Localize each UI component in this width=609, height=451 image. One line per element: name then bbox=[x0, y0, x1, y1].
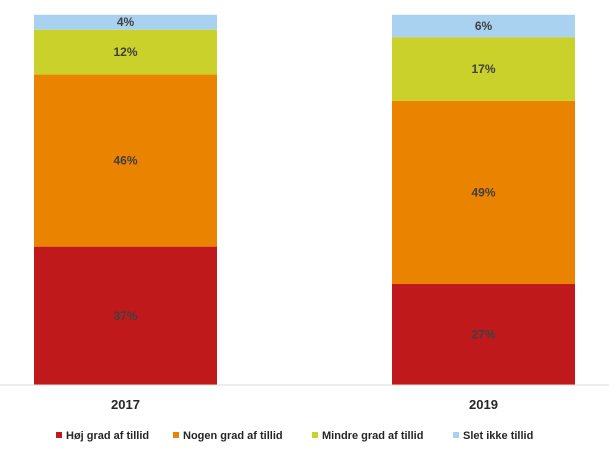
legend-swatch-3 bbox=[312, 432, 318, 438]
data-label-2019-2: 49% bbox=[471, 185, 495, 199]
data-label-2019-1: 27% bbox=[471, 328, 495, 342]
data-label-2017-4: 4% bbox=[117, 15, 135, 29]
legend-swatch-2 bbox=[173, 432, 179, 438]
bar-segment-2019-4 bbox=[392, 14, 575, 38]
bar-segment-2019-2 bbox=[392, 100, 575, 285]
category-labels-group: 2017 2019 bbox=[111, 397, 498, 412]
bar-segment-2017-2 bbox=[34, 74, 217, 247]
bars-group bbox=[34, 14, 575, 385]
bar-segment-2019-1 bbox=[392, 284, 575, 385]
legend-label-1: Høj grad af tillid bbox=[66, 430, 149, 442]
legend-label-2: Nogen grad af tillid bbox=[183, 430, 283, 442]
bar-segment-2017-1 bbox=[34, 246, 217, 385]
bar-segment-2019-3 bbox=[392, 37, 575, 101]
data-label-2017-2: 46% bbox=[113, 154, 137, 168]
data-label-2019-4: 6% bbox=[475, 19, 493, 33]
data-labels-group: 37% 46% 12% 4% 27% 49% 17% 6% bbox=[113, 15, 495, 341]
legend-label-4: Slet ikke tillid bbox=[463, 430, 533, 442]
category-label-2019: 2019 bbox=[469, 397, 498, 412]
data-label-2019-3: 17% bbox=[471, 62, 495, 76]
legend: Høj grad af tillid Nogen grad af tillid Mi… bbox=[56, 430, 533, 442]
data-label-2017-1: 37% bbox=[113, 309, 137, 323]
legend-swatch-4 bbox=[453, 432, 459, 438]
bar-segment-2017-4 bbox=[34, 14, 217, 30]
bar-segment-2017-3 bbox=[34, 29, 217, 75]
legend-label-3: Mindre grad af tillid bbox=[322, 430, 423, 442]
category-label-2017: 2017 bbox=[111, 397, 140, 412]
legend-swatch-1 bbox=[56, 432, 62, 438]
data-label-2017-3: 12% bbox=[113, 45, 137, 59]
